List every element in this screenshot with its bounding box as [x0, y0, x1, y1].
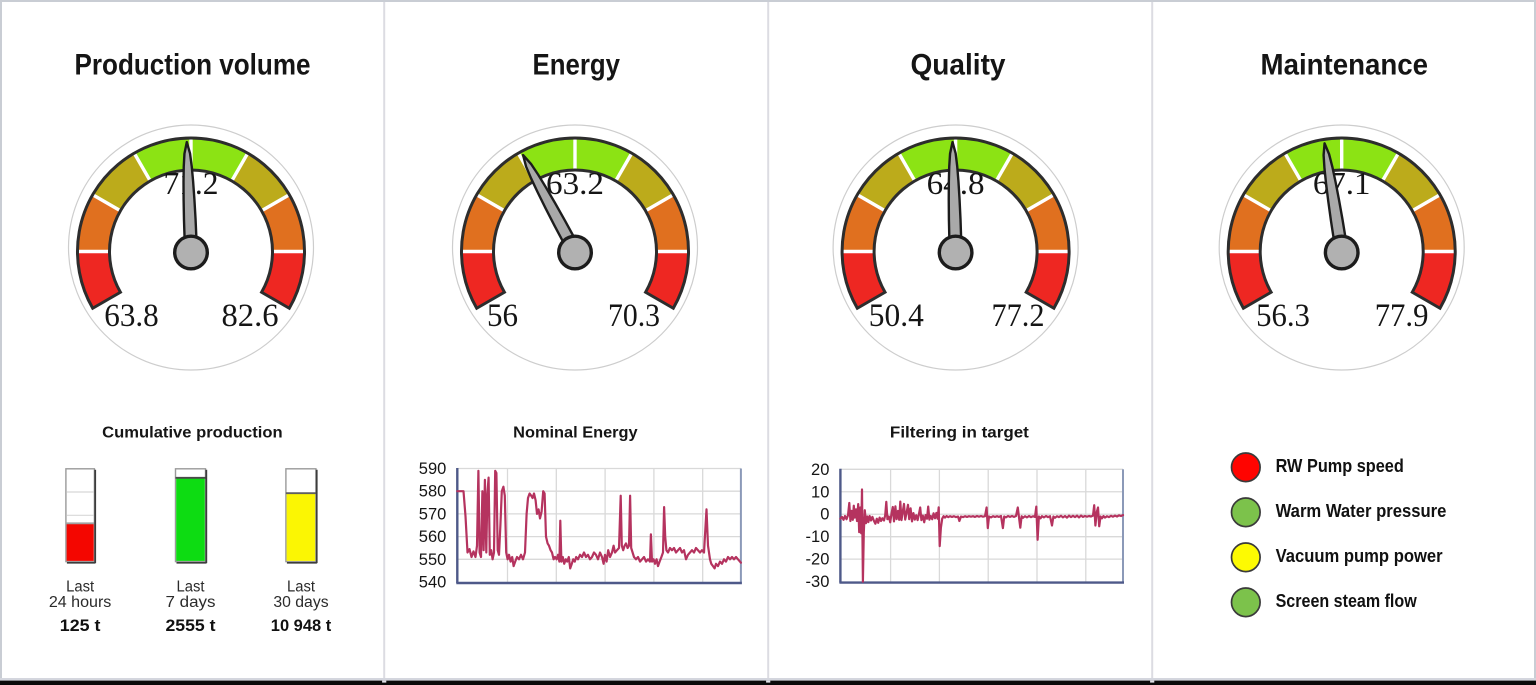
svg-text:550: 550: [419, 551, 447, 569]
svg-text:Last: Last: [287, 578, 316, 595]
svg-text:-20: -20: [806, 551, 830, 569]
svg-text:10: 10: [811, 483, 829, 501]
svg-text:580: 580: [419, 483, 447, 501]
svg-text:Screen steam flow: Screen steam flow: [1276, 591, 1418, 611]
svg-text:Last: Last: [66, 578, 95, 595]
svg-text:50.4: 50.4: [869, 298, 924, 334]
svg-text:56: 56: [487, 298, 518, 334]
svg-text:Last: Last: [177, 578, 206, 595]
svg-text:0: 0: [820, 506, 829, 524]
svg-text:77.9: 77.9: [1375, 298, 1429, 334]
svg-text:82.6: 82.6: [222, 298, 279, 334]
svg-text:Vacuum pump power: Vacuum pump power: [1276, 546, 1443, 566]
svg-text:7 days: 7 days: [166, 594, 216, 611]
svg-text:2555 t: 2555 t: [166, 616, 216, 635]
svg-text:540: 540: [419, 574, 447, 592]
svg-text:30 days: 30 days: [273, 594, 328, 611]
svg-text:RW Pump speed: RW Pump speed: [1276, 456, 1404, 476]
svg-text:63.2: 63.2: [546, 165, 604, 201]
svg-text:20: 20: [811, 461, 829, 479]
svg-text:Maintenance: Maintenance: [1261, 49, 1429, 82]
svg-text:125 t: 125 t: [60, 616, 101, 635]
svg-text:Warm Water pressure: Warm Water pressure: [1276, 501, 1447, 521]
svg-text:-10: -10: [806, 528, 830, 546]
svg-text:560: 560: [419, 528, 447, 546]
svg-text:Cumulative production: Cumulative production: [102, 425, 282, 442]
svg-text:Energy: Energy: [533, 49, 621, 82]
svg-text:77.2: 77.2: [992, 298, 1045, 334]
svg-text:10 948 t: 10 948 t: [271, 616, 332, 635]
svg-text:63.8: 63.8: [104, 298, 159, 334]
svg-text:Quality: Quality: [911, 49, 1006, 82]
svg-text:24 hours: 24 hours: [49, 594, 112, 611]
svg-text:67.1: 67.1: [1313, 165, 1371, 201]
svg-text:Nominal Energy: Nominal Energy: [513, 425, 638, 442]
svg-text:70.3: 70.3: [608, 298, 660, 334]
svg-text:Filtering in target: Filtering in target: [890, 425, 1030, 442]
svg-text:570: 570: [419, 505, 447, 523]
svg-text:590: 590: [419, 460, 447, 478]
svg-text:-30: -30: [806, 573, 830, 591]
svg-text:Production volume: Production volume: [75, 49, 311, 82]
svg-text:56.3: 56.3: [1256, 298, 1310, 334]
